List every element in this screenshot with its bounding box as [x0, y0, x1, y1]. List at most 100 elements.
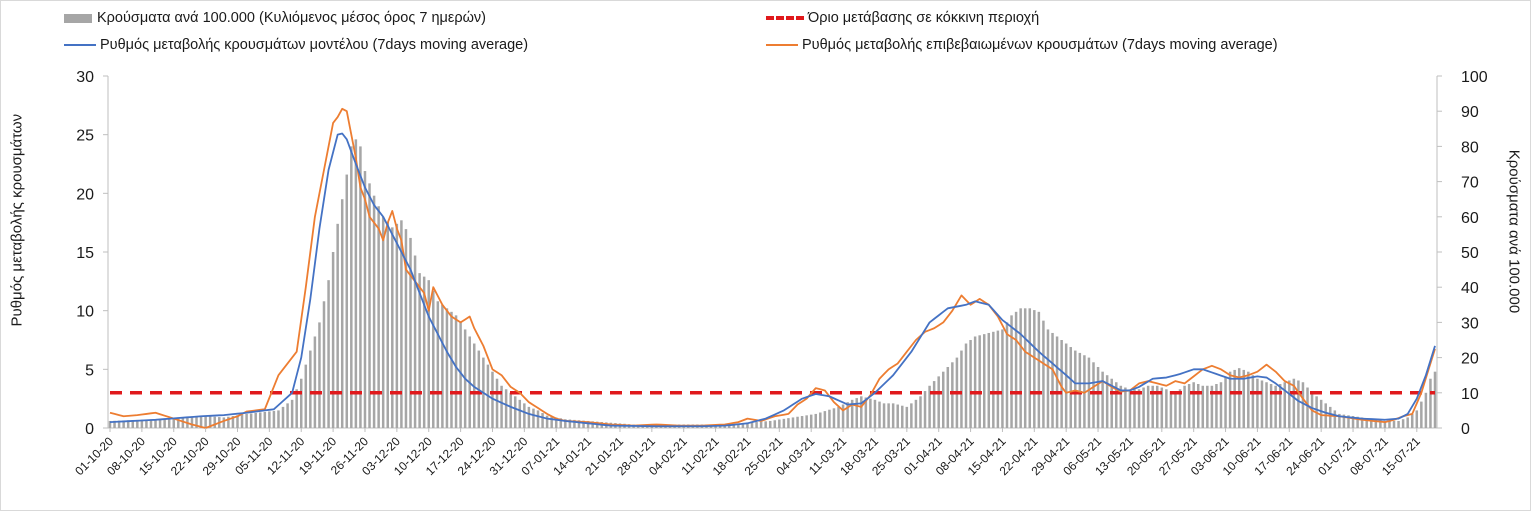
- bar: [527, 406, 531, 428]
- bar: [987, 332, 991, 428]
- legend-threshold-swatch: [766, 16, 804, 20]
- bar: [741, 423, 745, 428]
- bar: [245, 413, 248, 428]
- bar: [222, 417, 226, 428]
- bar: [395, 223, 399, 428]
- bar: [1196, 384, 1200, 428]
- bar: [768, 420, 772, 428]
- bar: [1092, 362, 1095, 428]
- bar: [864, 397, 868, 428]
- y-right-tick-label: 50: [1461, 245, 1479, 262]
- bar: [354, 139, 358, 429]
- bar: [231, 416, 235, 428]
- bar: [996, 330, 1000, 428]
- bar: [491, 371, 494, 428]
- bar: [158, 418, 162, 428]
- bar: [190, 416, 194, 428]
- bar: [1288, 380, 1291, 428]
- bar: [108, 420, 112, 428]
- bar: [359, 146, 362, 428]
- bar: [1014, 311, 1018, 428]
- bar: [992, 331, 995, 428]
- bar: [1420, 401, 1423, 428]
- y-right-tick-label: 40: [1461, 280, 1479, 297]
- bar: [177, 417, 180, 428]
- bar: [136, 419, 139, 428]
- bar: [828, 409, 831, 428]
- bar: [1319, 399, 1323, 428]
- bar: [1329, 406, 1332, 428]
- bar: [286, 403, 289, 428]
- bar: [336, 223, 339, 428]
- bar: [450, 311, 453, 428]
- bar: [532, 408, 535, 428]
- bar: [1178, 389, 1182, 428]
- bar: [791, 417, 795, 428]
- bar: [1237, 368, 1241, 428]
- legend-bars-label: Κρούσματα ανά 100.000 (Κυλιόμενος μέσος …: [97, 10, 487, 26]
- bar: [773, 420, 777, 428]
- bar: [850, 399, 854, 428]
- bar: [331, 252, 335, 428]
- y-left-tick-label: 10: [76, 304, 94, 321]
- bar: [550, 416, 553, 428]
- bar: [290, 399, 294, 428]
- bar: [1028, 308, 1032, 428]
- bar: [1347, 415, 1350, 428]
- bar: [573, 419, 576, 428]
- bar: [732, 423, 736, 428]
- bar: [1269, 384, 1273, 428]
- bar: [459, 322, 462, 428]
- bar: [1233, 369, 1236, 428]
- bar: [436, 301, 440, 428]
- bar: [946, 366, 950, 428]
- bar: [1051, 332, 1054, 428]
- bar: [381, 216, 385, 428]
- bar: [1356, 416, 1359, 428]
- bar: [272, 410, 276, 428]
- bar: [582, 420, 585, 428]
- bar: [495, 378, 499, 428]
- bar: [1124, 387, 1127, 428]
- bar: [504, 389, 508, 428]
- bar: [1206, 385, 1209, 428]
- bar: [778, 419, 781, 428]
- bar: [500, 385, 503, 428]
- bar: [377, 206, 380, 428]
- bar: [413, 255, 417, 428]
- bar: [1156, 385, 1159, 428]
- y-right-tick-label: 70: [1461, 175, 1479, 192]
- bar: [404, 229, 408, 428]
- y-right-tick-label: 20: [1461, 351, 1479, 368]
- bar: [327, 280, 330, 428]
- bar: [113, 420, 116, 428]
- bar: [1397, 420, 1400, 428]
- bar: [1360, 417, 1364, 428]
- bar: [313, 336, 317, 428]
- bar: [523, 403, 526, 428]
- bar: [1078, 352, 1082, 428]
- bar: [910, 403, 913, 428]
- y-right-tick-label: 10: [1461, 386, 1479, 403]
- bar: [796, 416, 799, 428]
- legend-model-swatch: [64, 44, 96, 46]
- bar: [363, 171, 367, 429]
- bar: [1005, 322, 1009, 428]
- bar: [878, 401, 881, 428]
- bar: [1142, 387, 1145, 428]
- bar: [1351, 416, 1355, 428]
- bar: [1096, 366, 1100, 428]
- bar: [846, 402, 849, 428]
- bar: [1074, 350, 1077, 428]
- bar: [1342, 414, 1346, 428]
- bar: [905, 406, 909, 428]
- bar: [1429, 378, 1432, 428]
- y-left-tick-label: 5: [85, 362, 94, 379]
- bar: [1278, 384, 1282, 428]
- bar: [418, 273, 421, 428]
- bar: [1297, 380, 1300, 428]
- bar: [901, 405, 904, 428]
- bar: [819, 412, 822, 428]
- bar: [1201, 385, 1205, 428]
- bar: [350, 146, 353, 428]
